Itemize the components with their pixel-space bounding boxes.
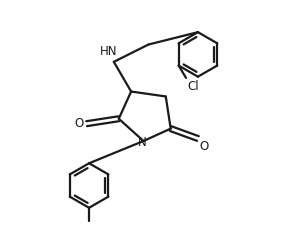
Text: HN: HN bbox=[100, 45, 117, 58]
Text: N: N bbox=[138, 136, 147, 149]
Text: O: O bbox=[199, 140, 208, 153]
Text: O: O bbox=[74, 117, 84, 130]
Text: Cl: Cl bbox=[187, 80, 199, 93]
